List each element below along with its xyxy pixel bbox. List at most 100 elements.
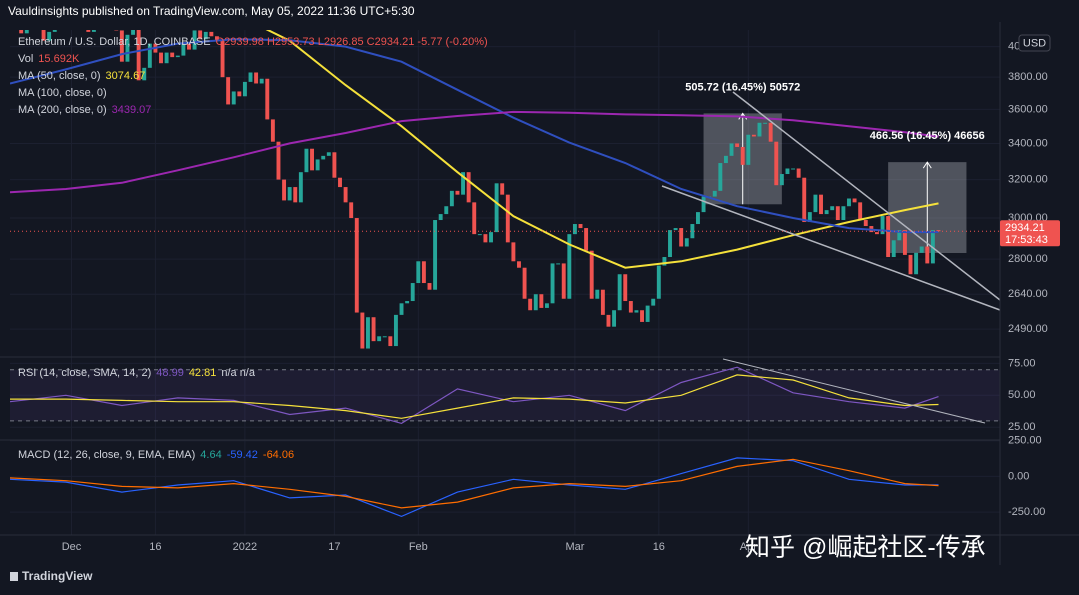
candle: [835, 206, 840, 221]
candle: [572, 224, 577, 235]
candle: [656, 265, 661, 299]
legend-entry: MA (50, close, 0): [18, 70, 101, 82]
candle: [326, 152, 331, 156]
candle: [533, 294, 538, 311]
legend: MA (200, close, 0) 3439.07: [18, 104, 151, 116]
x-tick-label: Mar: [565, 541, 584, 553]
grid: [10, 30, 1000, 535]
candle: [220, 40, 225, 78]
candle: [410, 283, 415, 302]
measure-arrowhead: [922, 161, 932, 169]
candle: [561, 263, 566, 299]
candle: [338, 177, 342, 188]
volume-label: Vol: [18, 53, 33, 65]
candle: [796, 168, 801, 178]
candle: [539, 294, 544, 308]
legend-value: 48.99: [156, 367, 184, 379]
candle: [505, 194, 510, 243]
legend: MA (100, close, 0): [18, 87, 107, 99]
candle: [763, 122, 768, 124]
candle: [578, 224, 583, 229]
y-tick-label: 2640.00: [1008, 288, 1048, 300]
candle: [187, 43, 191, 50]
candle: [198, 30, 203, 40]
candle: [830, 206, 835, 211]
legend-value: -59.42: [227, 449, 258, 461]
candle: [919, 246, 924, 253]
candle: [634, 310, 639, 313]
logo: [10, 572, 18, 581]
candle: [528, 298, 533, 311]
x-tick-label: 17: [328, 541, 340, 553]
candle: [494, 183, 499, 233]
watermark: 知乎 @崛起社区-传承: [745, 534, 986, 562]
candle: [517, 261, 521, 268]
indicator-line: [10, 374, 939, 419]
candle: [679, 228, 684, 247]
y-tick-label: 2800.00: [1008, 253, 1048, 265]
legend-entry: MA (100, close, 0): [18, 87, 107, 99]
candle: [701, 196, 706, 213]
candle: [902, 230, 907, 255]
candle: [203, 31, 208, 40]
last-price-box: [1000, 220, 1060, 247]
candle: [270, 119, 275, 142]
candle: [52, 30, 57, 32]
candle: [393, 314, 398, 347]
candle: [723, 155, 728, 164]
candle: [617, 274, 622, 311]
candle: [791, 168, 796, 170]
candle: [813, 194, 818, 213]
candle: [388, 336, 393, 347]
candle: [371, 317, 376, 342]
candle: [718, 163, 723, 191]
ma-line: [10, 38, 939, 234]
legend: Ethereum / U.S. Dollar, 1D, COINBASE O293…: [18, 36, 488, 48]
candle: [651, 298, 656, 306]
y-tick-label: 3400.00: [1008, 137, 1048, 149]
candle: [819, 194, 823, 215]
candle: [696, 212, 700, 225]
candle: [628, 301, 633, 313]
candle: [91, 30, 96, 32]
candle: [852, 198, 857, 203]
candle: [930, 230, 935, 264]
candle: [500, 183, 505, 195]
candle: [567, 234, 572, 299]
candle: [522, 267, 527, 299]
candle: [293, 187, 298, 203]
candle: [662, 257, 667, 266]
candle: [712, 190, 717, 197]
candle: [472, 202, 477, 235]
candle: [248, 72, 253, 82]
ma-line: [265, 30, 939, 269]
candle: [489, 232, 493, 243]
candle: [405, 301, 410, 304]
candle: [729, 143, 734, 156]
candle: [181, 43, 186, 56]
legend-value: -64.06: [263, 449, 294, 461]
candle: [880, 216, 885, 235]
candle: [444, 206, 449, 215]
candle: [427, 283, 432, 290]
candle: [382, 336, 387, 338]
price-pane: [10, 30, 967, 349]
candle: [774, 141, 779, 186]
candle: [354, 218, 359, 313]
candle: [349, 202, 354, 219]
candle: [925, 246, 930, 264]
candle: [606, 314, 611, 327]
legend: Vol 15.692K: [18, 53, 80, 65]
y-tick-label: 25.00: [1008, 421, 1036, 433]
candle: [343, 187, 348, 203]
candle: [86, 30, 91, 32]
candle: [455, 190, 460, 195]
candle: [377, 336, 382, 342]
last-price-label: 2934.21: [1005, 222, 1045, 234]
trendline: [661, 185, 1001, 311]
indicator-title: RSI (14, close, SMA, 14, 2): [18, 367, 151, 379]
measure-label: 505.72 (16.45%) 50572: [685, 81, 800, 93]
volume-value: 15.692K: [38, 53, 80, 65]
y-tick-label: 75.00: [1008, 357, 1036, 369]
